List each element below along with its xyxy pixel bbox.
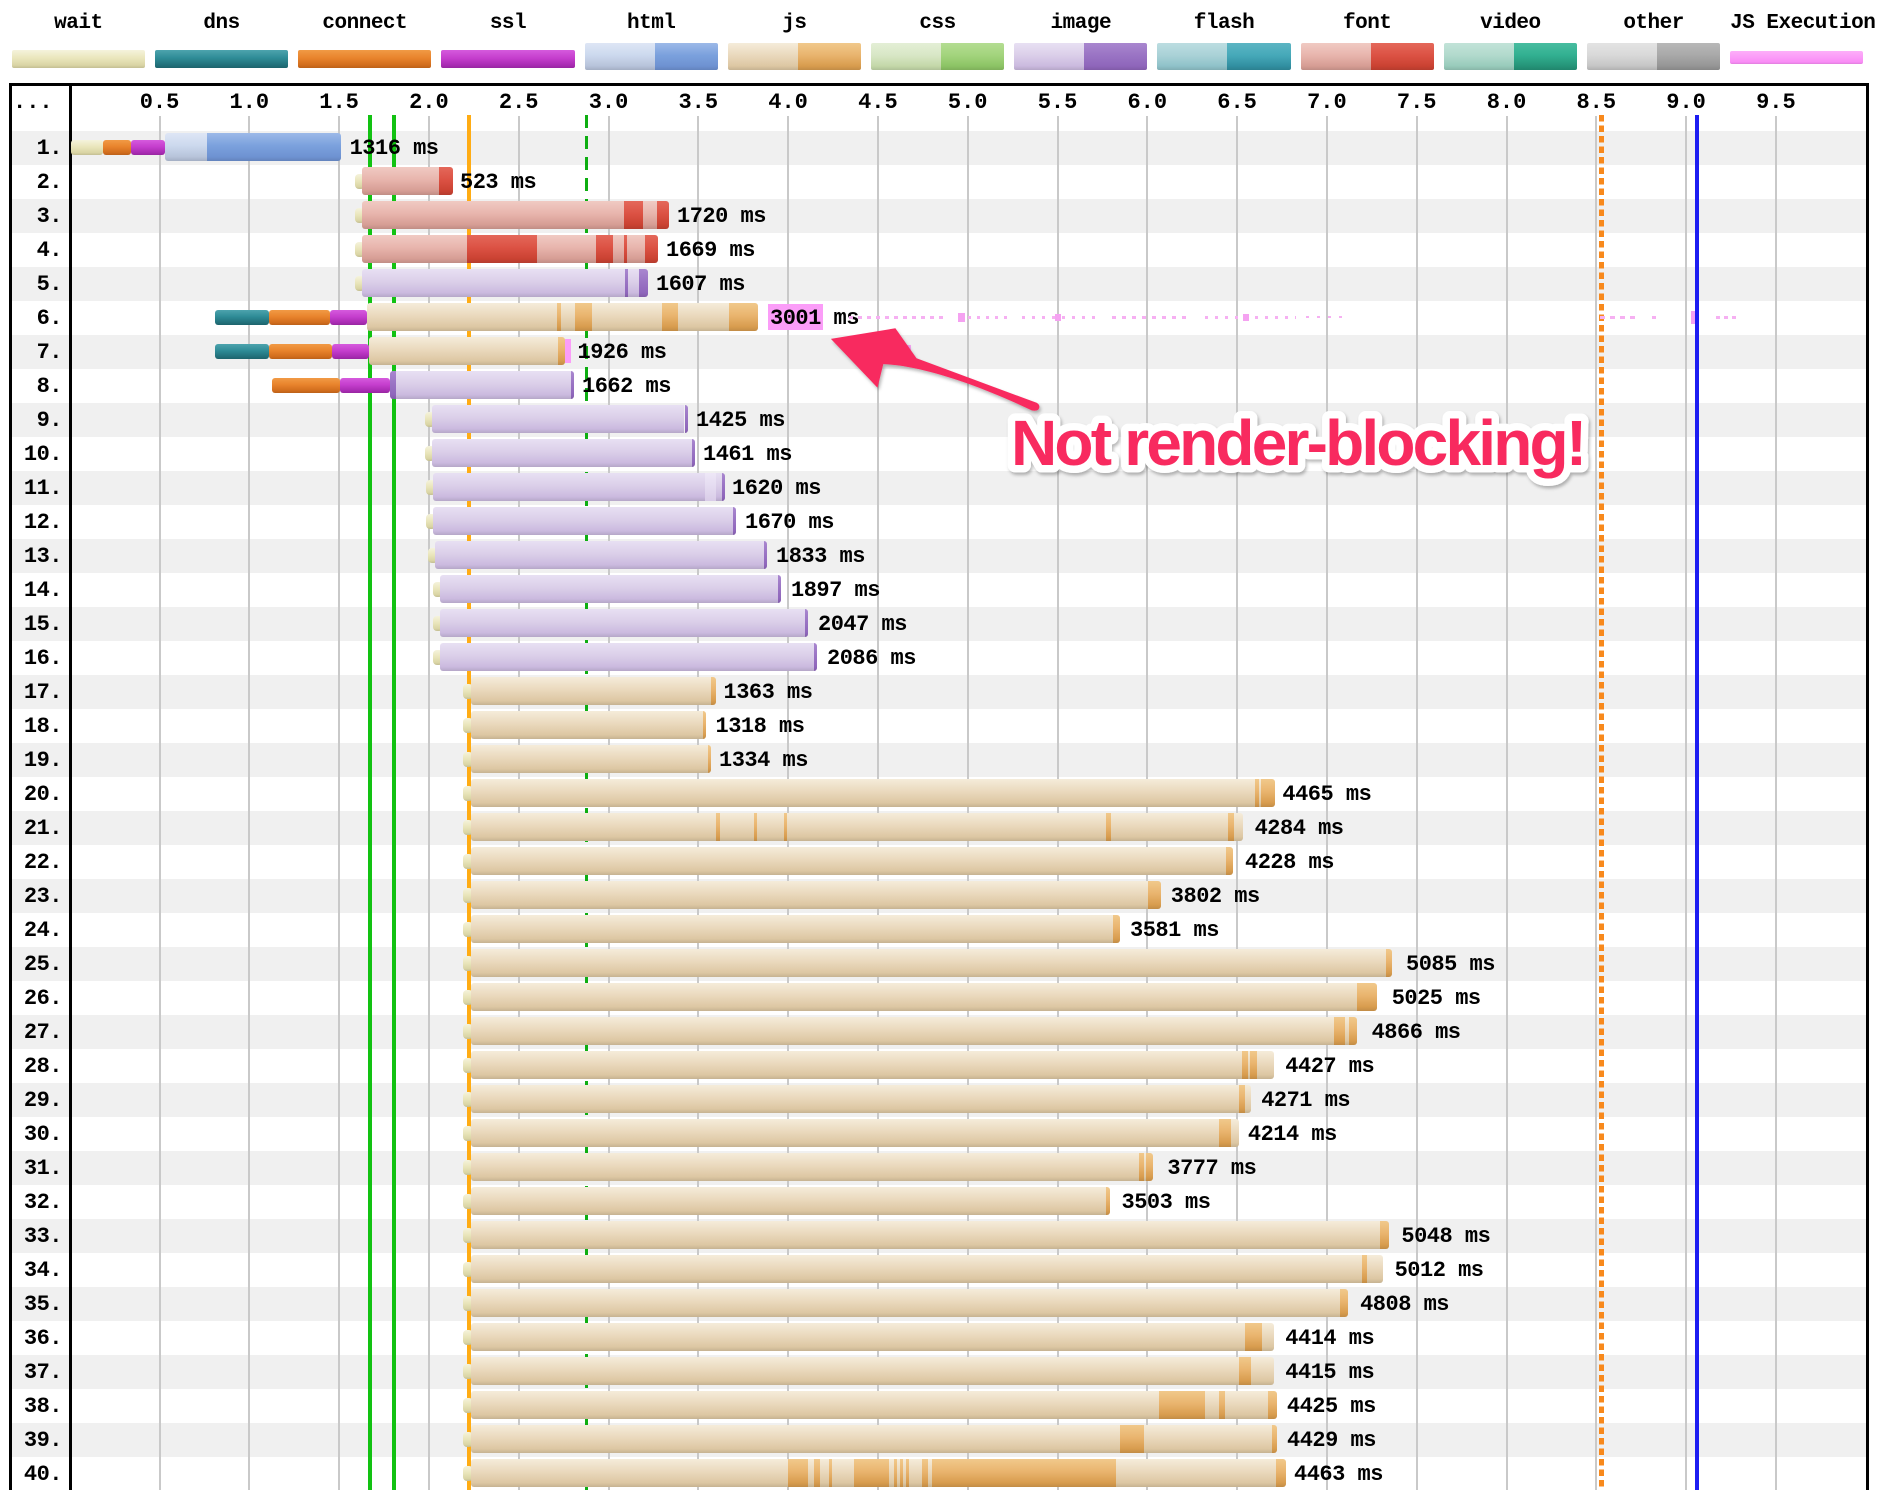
- svg-text:Not render-blocking!: Not render-blocking!: [1011, 407, 1584, 479]
